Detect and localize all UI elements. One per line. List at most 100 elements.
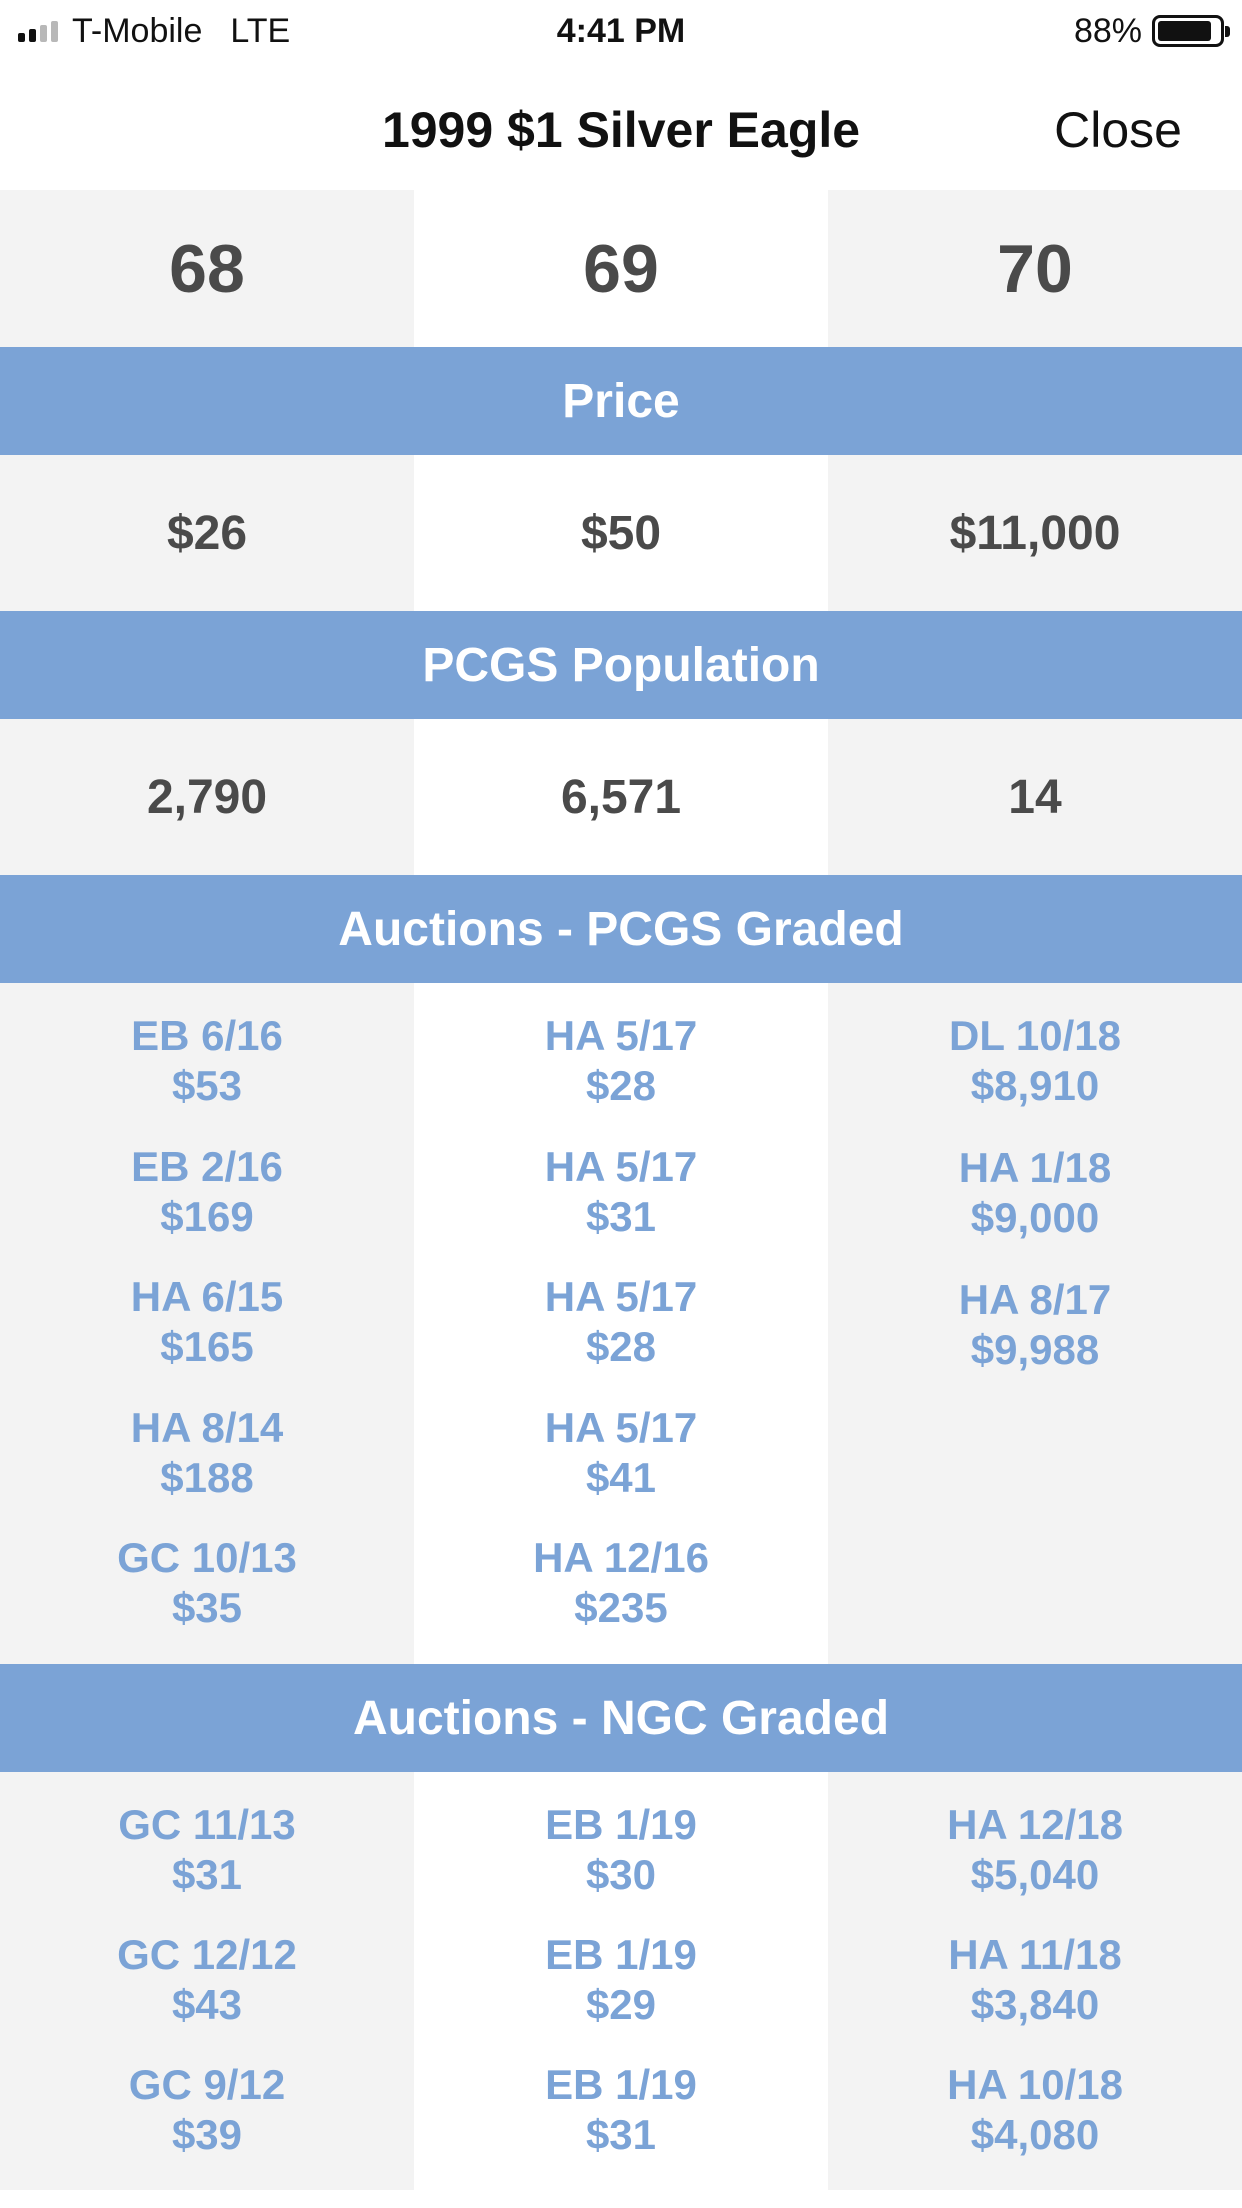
auction-price: $5,040 — [970, 1851, 1100, 1898]
carrier-label: T-Mobile — [72, 11, 203, 50]
auction-result-link[interactable]: HA 11/18 $3,840 — [948, 1930, 1122, 2060]
auction-price: $31 — [585, 1192, 657, 1240]
auction-price: $9,988 — [970, 1326, 1100, 1373]
auction-source-date: HA 5/17 — [544, 1273, 698, 1321]
price-cell: $11,000 — [828, 455, 1242, 611]
battery-percent: 88% — [1073, 11, 1142, 50]
auction-source-date: HA 12/18 — [947, 1801, 1123, 1848]
auction-result-link[interactable]: GC 10/13 $35 — [117, 1533, 297, 1664]
grade-label: 69 — [583, 230, 659, 307]
auction-source-date: HA 10/18 — [947, 2061, 1123, 2108]
grade-cell: 68 — [0, 190, 414, 347]
auction-result-link[interactable]: HA 5/17 $28 — [545, 1011, 698, 1142]
ngc-auctions-row: GC 11/13 $31 GC 12/12 $43 GC 9/12 $39 EB 1/19… — [0, 1772, 1242, 2190]
cellular-signal-icon — [18, 20, 58, 42]
auction-result-link[interactable]: HA 5/17 $28 — [545, 1272, 698, 1403]
clock: 4:41 PM — [556, 12, 686, 50]
auction-result-link[interactable]: HA 5/17 $31 — [545, 1142, 698, 1273]
auction-price: $31 — [171, 1851, 243, 1898]
status-right: 88% — [1073, 10, 1230, 52]
close-button[interactable]: Close — [1054, 102, 1182, 158]
grade-label: 70 — [997, 230, 1073, 307]
auction-source-date: GC 11/13 — [118, 1801, 296, 1848]
auction-source-date: HA 11/18 — [948, 1931, 1122, 1978]
price-value: $50 — [580, 506, 662, 560]
auction-price: $169 — [160, 1192, 254, 1240]
auction-source-date: HA 5/17 — [544, 1142, 698, 1190]
auction-source-date: EB 1/19 — [545, 1801, 697, 1848]
auction-column: HA 5/17 $28 HA 5/17 $31 HA 5/17 $28 HA 5/17 $41… — [414, 983, 828, 1664]
coin-data-grid: 68 69 70 Price $26 $50 $11,000 PCGS Popu… — [0, 190, 1242, 2190]
population-cell: 6,571 — [414, 719, 828, 875]
auction-price: $9,000 — [970, 1194, 1100, 1241]
population-value: 6,571 — [560, 770, 682, 824]
auction-result-link[interactable]: HA 12/16 $235 — [533, 1533, 709, 1664]
population-cell: 2,790 — [0, 719, 414, 875]
auction-result-link[interactable]: EB 1/19 $30 — [545, 1800, 697, 1930]
auction-column: EB 1/19 $30 EB 1/19 $29 EB 1/19 $31 — [414, 1772, 828, 2190]
pcgs-auctions-section-header: Auctions - PCGS Graded — [0, 875, 1242, 983]
auction-result-link[interactable]: EB 1/19 $31 — [545, 2060, 697, 2190]
auction-price: $3,840 — [970, 1981, 1100, 2028]
auction-price: $41 — [585, 1453, 657, 1501]
auction-price: $30 — [585, 1851, 657, 1898]
battery-fill — [1158, 21, 1211, 41]
grade-row: 68 69 70 — [0, 190, 1242, 347]
auction-source-date: GC 9/12 — [128, 2061, 286, 2108]
population-section-header: PCGS Population — [0, 611, 1242, 719]
grade-label: 68 — [169, 230, 245, 307]
auction-result-link[interactable]: EB 1/19 $29 — [545, 1930, 697, 2060]
status-bar: T-Mobile LTE 4:41 PM 88% — [0, 0, 1242, 62]
auction-result-link[interactable]: HA 10/18 $4,080 — [947, 2060, 1123, 2190]
auction-price: $188 — [160, 1453, 254, 1501]
auction-result-link[interactable]: HA 6/15 $165 — [131, 1272, 284, 1403]
auction-price: $235 — [574, 1584, 668, 1632]
auction-result-link[interactable]: HA 1/18 $9,000 — [959, 1143, 1112, 1275]
population-value: 2,790 — [146, 770, 268, 824]
price-row: $26 $50 $11,000 — [0, 455, 1242, 611]
auction-price: $53 — [171, 1062, 243, 1109]
auction-source-date: HA 5/17 — [544, 1012, 698, 1059]
price-value: $11,000 — [949, 506, 1121, 560]
grade-cell: 69 — [414, 190, 828, 347]
auction-result-link[interactable]: GC 12/12 $43 — [117, 1930, 297, 2060]
price-cell: $50 — [414, 455, 828, 611]
auction-price: $165 — [160, 1323, 254, 1371]
auction-result-link[interactable]: GC 11/13 $31 — [118, 1800, 295, 1930]
auction-source-date: EB 1/19 — [545, 1931, 697, 1978]
auction-result-link[interactable]: HA 5/17 $41 — [545, 1403, 698, 1534]
nav-bar: 1999 $1 Silver Eagle Close — [0, 62, 1242, 190]
auction-price: $28 — [585, 1062, 657, 1109]
auction-result-link[interactable]: HA 12/18 $5,040 — [947, 1800, 1123, 1930]
auction-price: $28 — [585, 1323, 657, 1371]
auction-result-link[interactable]: GC 9/12 $39 — [129, 2060, 285, 2190]
auction-result-link[interactable]: EB 2/16 $169 — [131, 1142, 283, 1273]
auction-price: $35 — [171, 1584, 243, 1632]
price-value: $26 — [166, 506, 248, 560]
auction-result-link[interactable]: EB 6/16 $53 — [131, 1011, 283, 1142]
page-title: 1999 $1 Silver Eagle — [381, 102, 861, 158]
auction-source-date: GC 10/13 — [117, 1534, 297, 1582]
pcgs-auctions-row: EB 6/16 $53 EB 2/16 $169 HA 6/15 $165 HA 8/14 $… — [0, 983, 1242, 1664]
ngc-auctions-section-header: Auctions - NGC Graded — [0, 1664, 1242, 1772]
auction-result-link[interactable]: HA 8/14 $188 — [131, 1403, 284, 1534]
auction-price: $29 — [585, 1981, 657, 2028]
auction-source-date: EB 6/16 — [131, 1012, 283, 1059]
auction-price: $8,910 — [970, 1062, 1100, 1109]
population-value: 14 — [1008, 770, 1062, 824]
auction-source-date: HA 8/17 — [958, 1276, 1112, 1323]
network-label: LTE — [230, 11, 291, 50]
auction-price: $43 — [171, 1981, 243, 2028]
auction-source-date: GC 12/12 — [117, 1931, 297, 1978]
auction-source-date: HA 5/17 — [544, 1403, 698, 1451]
battery-icon — [1152, 15, 1230, 47]
status-left: T-Mobile LTE — [18, 10, 290, 52]
auction-column: GC 11/13 $31 GC 12/12 $43 GC 9/12 $39 — [0, 1772, 414, 2190]
auction-source-date: EB 2/16 — [131, 1142, 283, 1190]
auction-result-link[interactable]: DL 10/18 $8,910 — [949, 1011, 1121, 1143]
auction-result-link[interactable]: HA 8/17 $9,988 — [959, 1275, 1112, 1407]
auction-source-date: HA 6/15 — [130, 1273, 284, 1321]
price-section-header: Price — [0, 347, 1242, 455]
auction-column: EB 6/16 $53 EB 2/16 $169 HA 6/15 $165 HA 8/14 $… — [0, 983, 414, 1664]
auction-source-date: HA 1/18 — [958, 1144, 1112, 1191]
